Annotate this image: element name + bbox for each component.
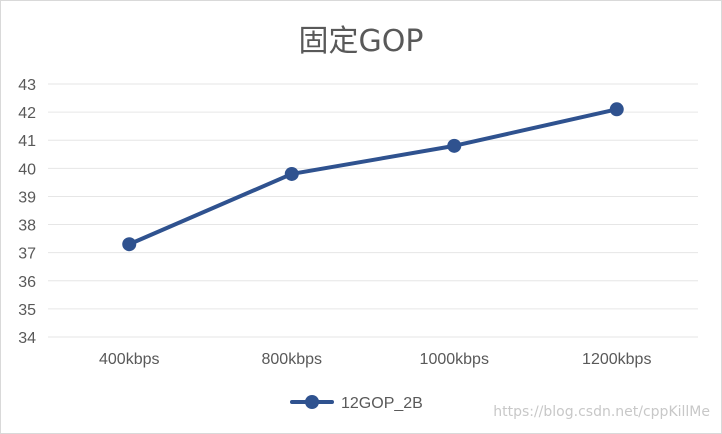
data-point (122, 237, 137, 252)
y-tick-label: 41 (18, 133, 36, 150)
y-tick-label: 43 (18, 77, 36, 94)
y-axis-ticks: 34 35 36 37 38 39 40 41 42 43 (18, 77, 36, 347)
series-line (127, 107, 619, 247)
y-tick-label: 37 (18, 246, 36, 263)
data-point (284, 166, 299, 181)
x-axis-ticks: 400kbps 800kbps 1000kbps 1200kbps (99, 351, 651, 368)
x-tick-label: 1200kbps (582, 351, 651, 368)
y-tick-label: 39 (18, 189, 36, 206)
x-tick-label: 1000kbps (420, 351, 489, 368)
series-layer (122, 102, 624, 252)
data-point (609, 102, 624, 117)
watermark: https://blog.csdn.net/cppKillMe (493, 404, 710, 420)
x-tick-label: 800kbps (262, 351, 323, 368)
x-tick-label: 400kbps (99, 351, 160, 368)
y-tick-label: 35 (18, 302, 36, 319)
legend-label: 12GOP_2B (341, 395, 423, 412)
y-tick-label: 36 (18, 274, 36, 291)
y-tick-label: 38 (18, 218, 36, 235)
data-point (447, 138, 462, 153)
y-tick-label: 42 (18, 105, 36, 122)
legend-marker (305, 395, 319, 409)
gridlines (48, 83, 698, 338)
chart-title: 固定GOP (298, 24, 424, 59)
y-tick-label: 40 (18, 161, 36, 178)
y-tick-label: 34 (18, 330, 36, 347)
legend: 12GOP_2B (290, 395, 423, 412)
